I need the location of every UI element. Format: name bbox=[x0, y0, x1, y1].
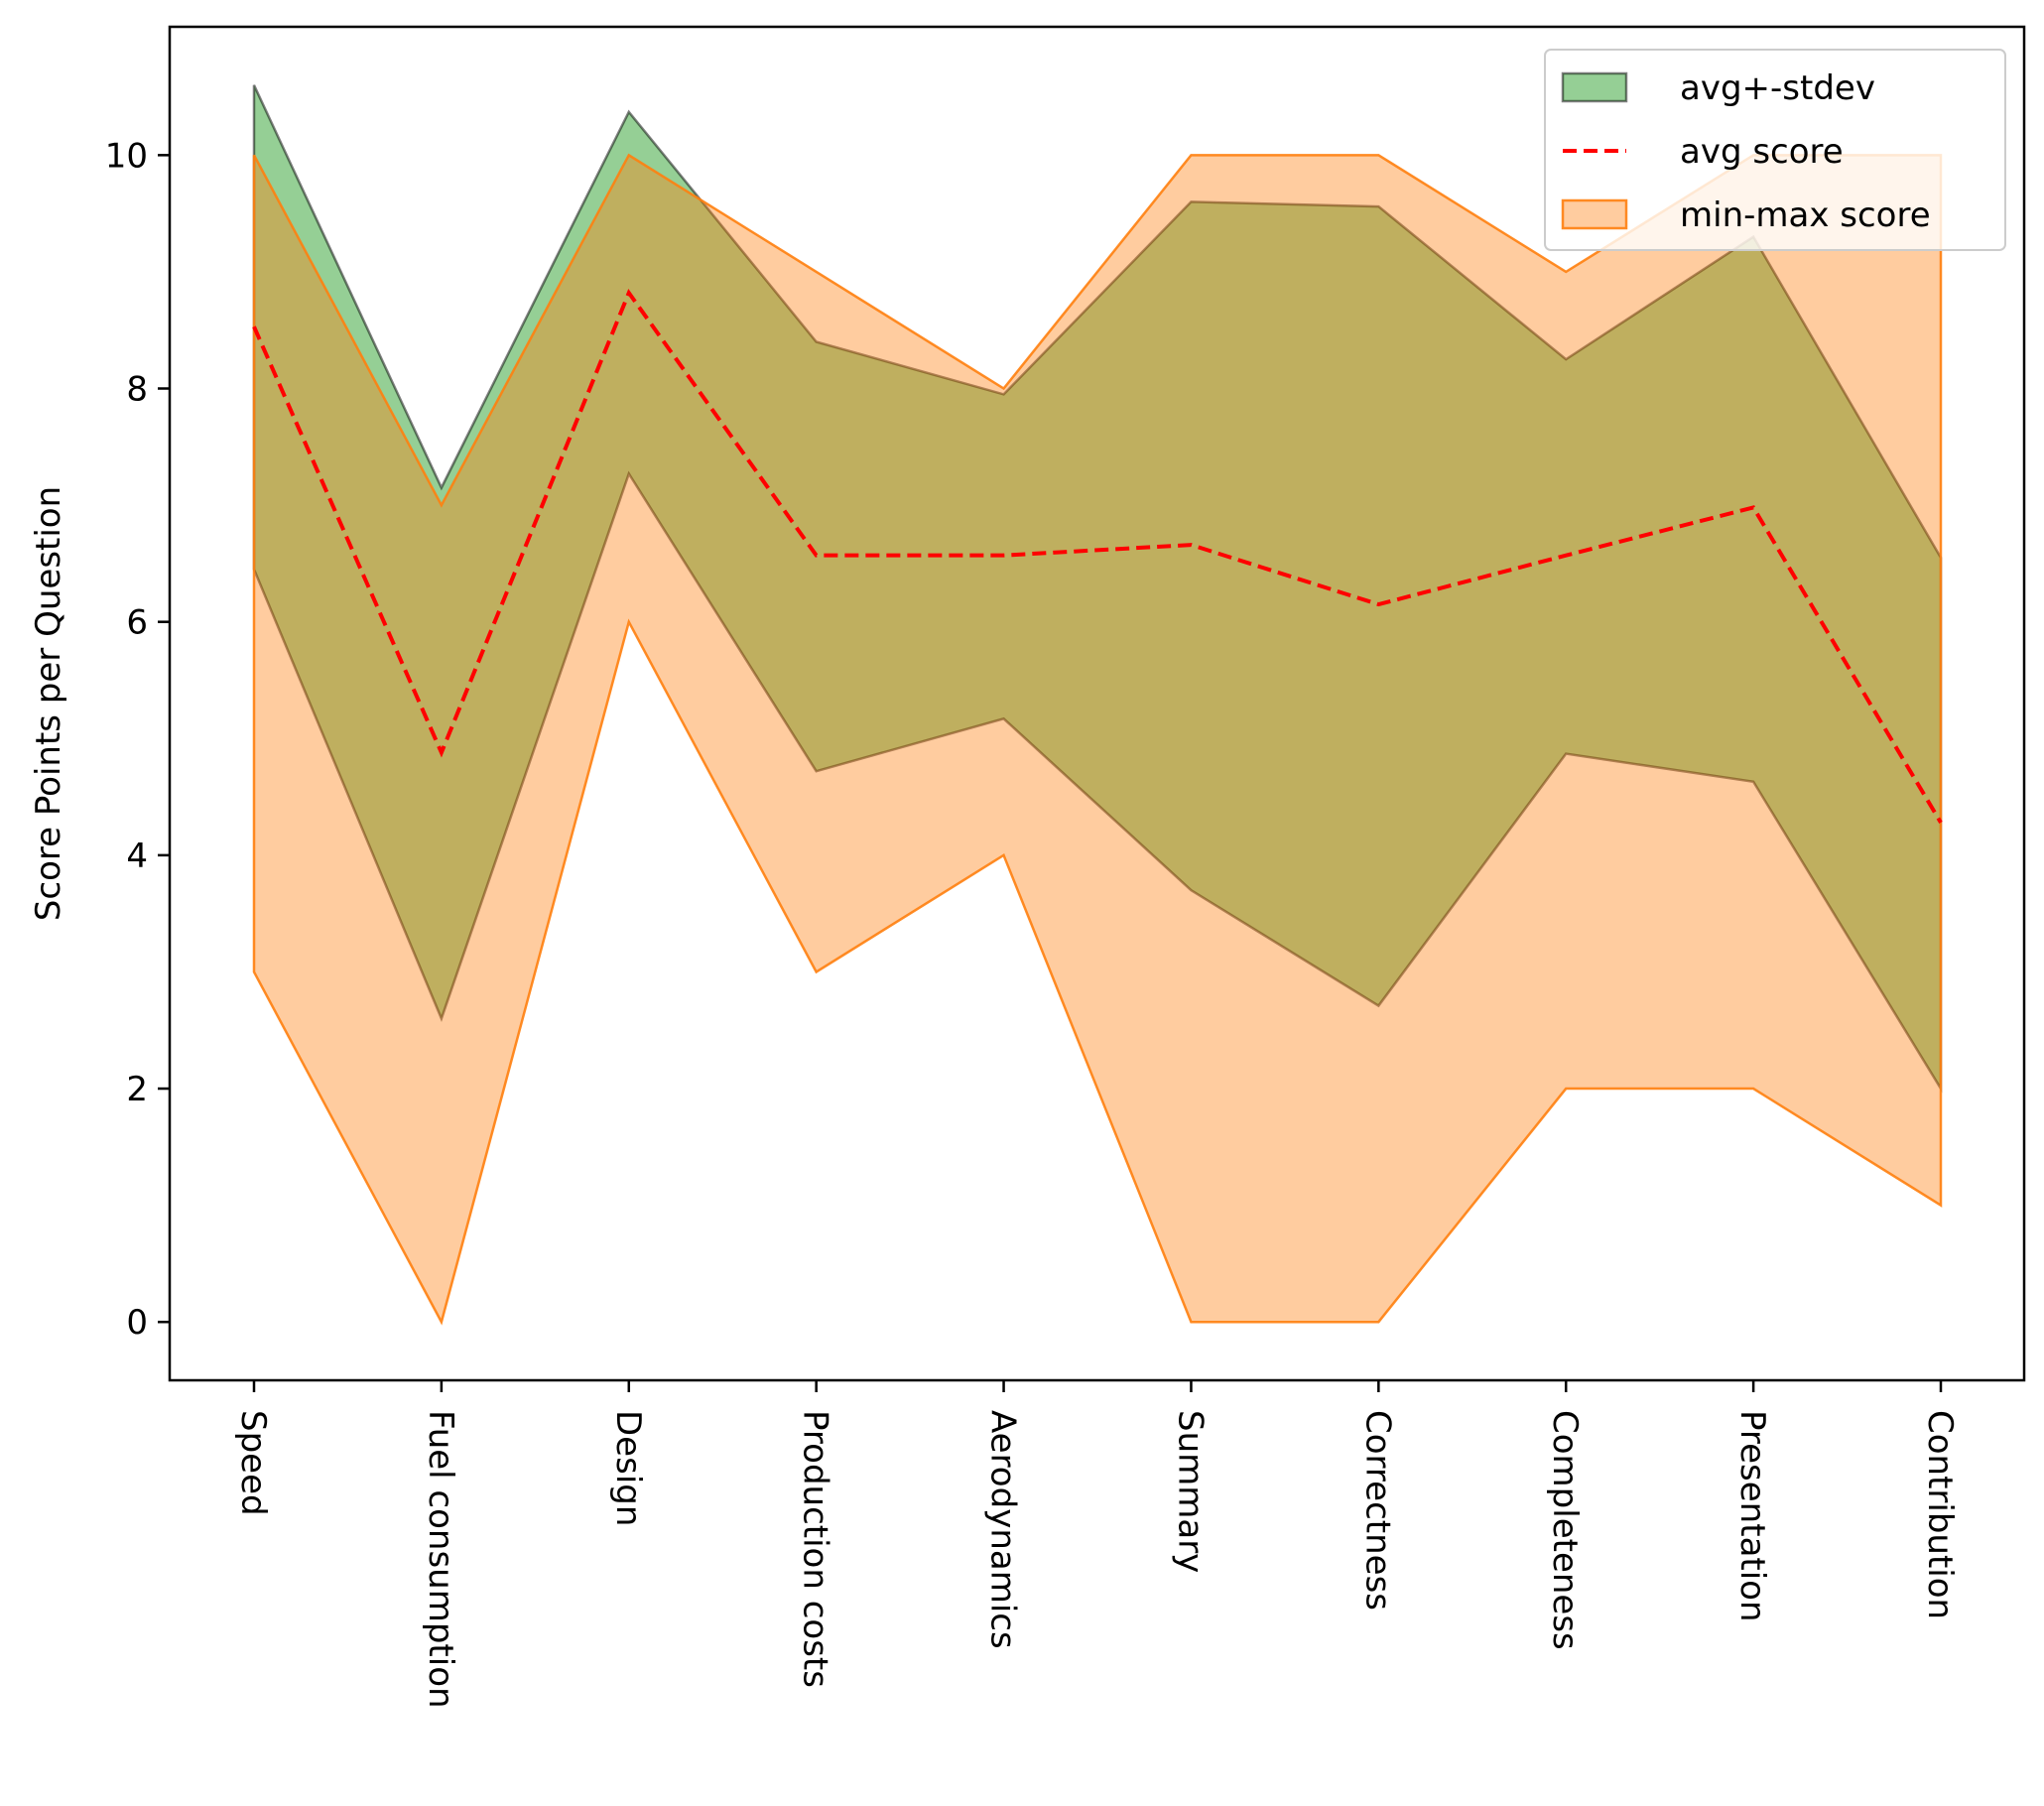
legend-swatch-min-max-score bbox=[1563, 200, 1626, 228]
legend-label-avg-score: avg score bbox=[1680, 132, 1844, 172]
legend: avg+-stdev avg score min-max score bbox=[1545, 50, 2005, 250]
x-tick-label: Presentation bbox=[1732, 1410, 1772, 1622]
x-axis: Speed Fuel consumption Design Production co… bbox=[233, 1380, 1960, 1709]
x-tick-label: Completeness bbox=[1545, 1410, 1585, 1650]
y-tick-label: 4 bbox=[126, 837, 148, 876]
y-tick-label: 2 bbox=[126, 1070, 148, 1109]
y-tick-label: 10 bbox=[105, 136, 148, 176]
legend-label-min-max-score: min-max score bbox=[1680, 195, 1931, 235]
y-tick-label: 6 bbox=[126, 603, 148, 643]
x-tick-label: Summary bbox=[1170, 1410, 1210, 1573]
y-tick-label: 8 bbox=[126, 370, 148, 410]
y-tick-label: 0 bbox=[126, 1303, 148, 1343]
x-tick-label: Speed bbox=[233, 1410, 273, 1516]
x-tick-label: Fuel consumption bbox=[421, 1410, 460, 1709]
y-axis: 0 2 4 6 8 10 bbox=[105, 136, 170, 1343]
band-layer bbox=[254, 85, 1941, 1322]
x-tick-label: Production costs bbox=[796, 1410, 835, 1688]
x-tick-label: Design bbox=[608, 1410, 648, 1526]
band-min-max-score bbox=[254, 155, 1941, 1322]
x-tick-label: Contribution bbox=[1920, 1410, 1960, 1619]
legend-swatch-avg-stdev bbox=[1563, 73, 1626, 101]
legend-label-avg-stdev: avg+-stdev bbox=[1680, 68, 1875, 108]
x-tick-label: Correctness bbox=[1357, 1410, 1397, 1611]
y-axis-label: Score Points per Question bbox=[29, 486, 68, 921]
x-tick-label: Aerodynamics bbox=[983, 1410, 1023, 1649]
